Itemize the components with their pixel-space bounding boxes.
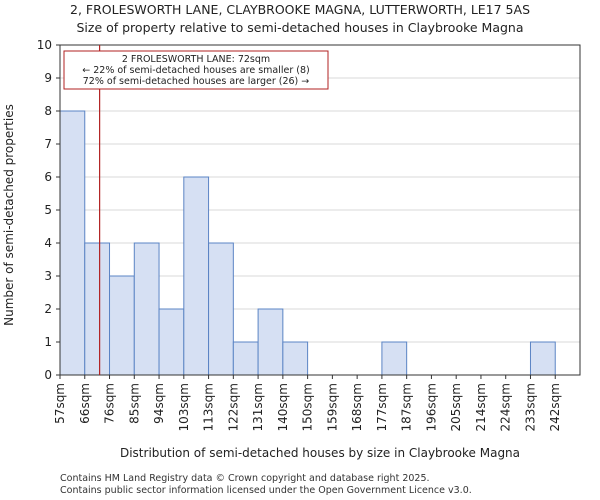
y-tick-label: 4 [44,236,52,250]
y-tick-label: 5 [44,203,52,217]
annotation-line-1: 2 FROLESWORTH LANE: 72sqm [122,54,270,65]
annotation-line-3: 72% of semi-detached houses are larger (… [83,76,310,87]
y-tick-label: 10 [37,38,52,52]
y-tick-label: 2 [44,302,52,316]
y-tick-label: 7 [44,137,52,151]
bar [133,242,160,376]
x-tick-label: 187sqm [400,383,414,431]
x-tick-label: 214sqm [474,383,488,431]
y-tick-label: 6 [44,170,52,184]
x-tick-label: 168sqm [350,383,364,431]
footer-line-1: Contains HM Land Registry data © Crown c… [60,473,430,484]
annotation-border [63,50,329,90]
annotation-line-2: ← 22% of semi-detached houses are smalle… [82,65,310,76]
x-tick-label: 233sqm [523,383,537,431]
y-tick-label: 0 [44,368,52,382]
x-tick-label: 131sqm [251,383,265,431]
bar [282,341,309,376]
bar [381,341,408,376]
bar [208,242,234,376]
footer-line-2: Contains public sector information licen… [60,485,472,496]
bar [257,308,284,376]
x-tick-label: 196sqm [424,383,438,431]
y-tick-label: 8 [44,104,52,118]
x-tick-label: 57sqm [53,383,67,424]
x-tick-label: 242sqm [548,383,562,431]
bar [59,110,86,376]
bar [109,275,135,376]
x-tick-label: 113sqm [202,383,216,431]
annotation-box: 2 FROLESWORTH LANE: 72sqm ← 22% of semi-… [63,50,329,90]
bars [59,110,556,376]
bar [158,308,185,376]
x-tick-labels: 57sqm 66sqm 76sqm 85sqm 94sqm 103sqm 113sqm 122… [53,375,562,431]
x-axis-label: Distribution of semi-detached houses by … [120,446,520,460]
y-tick-label: 9 [44,71,52,85]
bar [84,242,111,376]
chart-title: 2, FROLESWORTH LANE, CLAYBROOKE MAGNA, L… [70,2,530,17]
y-tick-label: 3 [44,269,52,283]
bar [529,341,556,376]
x-tick-label: 103sqm [177,383,191,431]
chart-subtitle: Size of property relative to semi-detach… [76,20,523,35]
x-tick-label: 159sqm [325,383,339,431]
x-tick-label: 205sqm [449,383,463,431]
x-tick-label: 94sqm [152,383,166,424]
plot-frame [59,44,581,376]
x-tick-label: 66sqm [78,383,92,424]
x-tick-label: 85sqm [127,383,141,424]
bar [183,176,210,376]
y-tick-label: 1 [44,335,52,349]
x-tick-label: 122sqm [226,383,240,431]
x-tick-label: 177sqm [375,383,389,431]
y-tick-labels: 0 1 2 3 4 5 6 7 8 9 10 [37,38,60,382]
y-axis-label: Number of semi-detached properties [2,104,16,326]
bar [232,341,259,376]
x-tick-label: 76sqm [103,383,117,424]
x-tick-label: 140sqm [276,383,290,431]
x-tick-label: 150sqm [301,383,315,431]
x-tick-label: 224sqm [499,383,513,431]
